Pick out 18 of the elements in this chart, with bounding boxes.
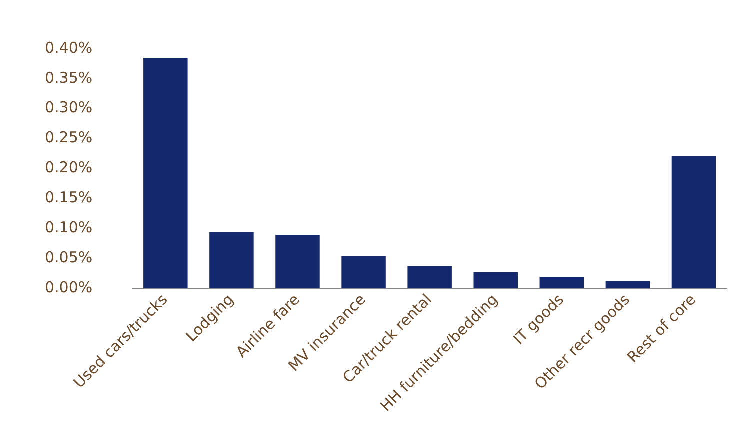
y-tick-label: 0.40% [44,38,93,57]
bar [276,235,320,288]
y-tick-label: 0.15% [44,188,93,207]
y-tick-label: 0.30% [44,98,93,117]
y-tick-label: 0.25% [44,128,93,147]
bar [474,272,518,288]
y-tick-label: 0.00% [44,278,93,296]
bar [144,58,188,288]
y-tick-label: 0.35% [44,68,93,87]
bar [210,232,254,288]
bar [672,156,716,288]
y-tick-label: 0.20% [44,158,93,177]
bar [540,277,584,288]
y-tick-label: 0.05% [44,248,93,266]
bar [408,266,452,288]
y-tick-label: 0.10% [44,218,93,236]
bar [606,281,650,288]
bar [342,256,386,288]
